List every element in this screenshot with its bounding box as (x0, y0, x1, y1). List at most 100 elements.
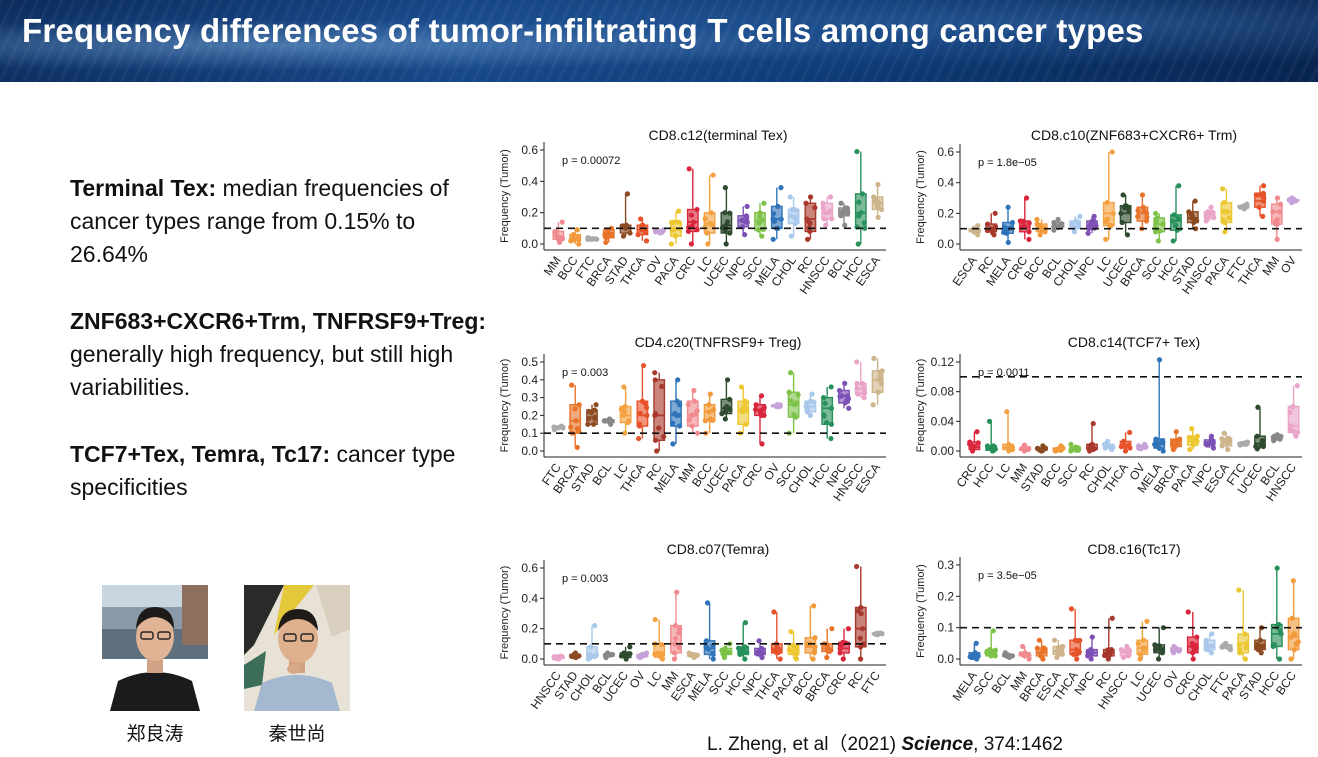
data-point (1222, 229, 1228, 235)
data-point (724, 219, 731, 225)
data-point (1239, 441, 1245, 447)
data-point (571, 652, 577, 658)
data-point (1225, 446, 1231, 453)
data-point (837, 650, 843, 656)
p-value-label: p = 0.003 (562, 573, 608, 585)
data-point (1277, 201, 1284, 207)
data-point (1152, 647, 1159, 653)
data-point (859, 381, 865, 387)
data-point (1006, 653, 1012, 660)
data-point (1159, 438, 1165, 444)
data-point (1126, 648, 1132, 654)
data-point (727, 230, 733, 236)
data-point (702, 418, 708, 424)
y-tick-label: 0.3 (937, 558, 954, 572)
data-point (652, 651, 658, 657)
data-point (744, 203, 750, 209)
data-point (702, 216, 708, 222)
data-point (1157, 228, 1163, 234)
data-point (788, 233, 794, 239)
data-point (1274, 195, 1281, 201)
data-point (827, 194, 834, 200)
data-point (1140, 637, 1147, 643)
data-point (690, 219, 697, 225)
data-point (576, 241, 582, 247)
data-point (672, 623, 679, 629)
data-point (703, 644, 709, 650)
data-point (844, 205, 850, 211)
data-point (975, 440, 981, 446)
data-point (877, 374, 883, 380)
data-point (1026, 220, 1032, 226)
data-point (1169, 218, 1176, 224)
data-point (1194, 218, 1200, 224)
data-point (823, 419, 830, 426)
data-point (1192, 436, 1199, 442)
data-point (603, 239, 609, 246)
citation-journal: Science (901, 734, 974, 755)
data-point (674, 589, 680, 595)
data-point (706, 402, 712, 408)
data-point (770, 210, 777, 217)
data-point (1052, 447, 1058, 453)
data-point (1026, 236, 1032, 242)
data-point (1122, 203, 1128, 209)
data-point (1208, 650, 1214, 656)
data-point (722, 185, 728, 191)
data-point (738, 647, 744, 653)
data-point (1077, 213, 1083, 219)
data-point (624, 191, 631, 197)
data-point (1120, 648, 1127, 654)
data-point (659, 656, 666, 662)
data-point (643, 404, 650, 411)
data-point (828, 405, 835, 411)
data-point (556, 239, 563, 246)
data-point (1219, 443, 1225, 449)
data-point (738, 384, 745, 390)
notes-panel: Terminal Tex: median frequencies of canc… (70, 172, 490, 538)
data-point (1051, 223, 1057, 230)
data-point (1295, 639, 1301, 645)
data-point (1209, 441, 1215, 447)
data-point (875, 181, 881, 188)
data-point (804, 406, 811, 413)
y-tick-label: 0.5 (521, 355, 538, 369)
chart-title: CD8.c07(Temra) (667, 541, 770, 557)
data-point (722, 210, 728, 216)
y-axis-label: Frequency (Tumor) (915, 359, 927, 453)
data-point (854, 380, 860, 386)
data-point (1070, 651, 1076, 657)
data-point (759, 233, 765, 239)
chart-title: CD8.c10(ZNF683+CXCR6+ Trm) (1031, 127, 1237, 143)
data-point (742, 620, 749, 626)
data-point (792, 649, 799, 655)
data-point (593, 402, 599, 408)
data-point (672, 641, 678, 647)
y-tick-label: 0.1 (937, 621, 954, 635)
data-point (590, 421, 597, 427)
data-point (603, 652, 609, 658)
data-point (558, 424, 564, 430)
data-point (744, 650, 750, 656)
data-point (1258, 650, 1264, 656)
data-point (812, 635, 818, 641)
data-point (1023, 195, 1030, 201)
data-point (652, 616, 658, 623)
data-point (691, 387, 697, 394)
data-point (1118, 210, 1124, 216)
data-point (1172, 223, 1178, 229)
data-point (1291, 647, 1297, 653)
chart-title: CD8.c14(TCF7+ Tex) (1068, 334, 1200, 350)
data-point (845, 626, 852, 632)
data-point (859, 191, 866, 197)
data-point (575, 653, 582, 659)
data-point (1277, 628, 1283, 634)
data-point (1042, 445, 1049, 452)
data-point (1119, 219, 1125, 226)
data-point (991, 650, 997, 657)
data-point (670, 441, 676, 447)
y-tick-label: 0.12 (931, 355, 955, 369)
data-point (1290, 578, 1296, 584)
data-point (822, 400, 828, 407)
data-point (1154, 440, 1160, 446)
